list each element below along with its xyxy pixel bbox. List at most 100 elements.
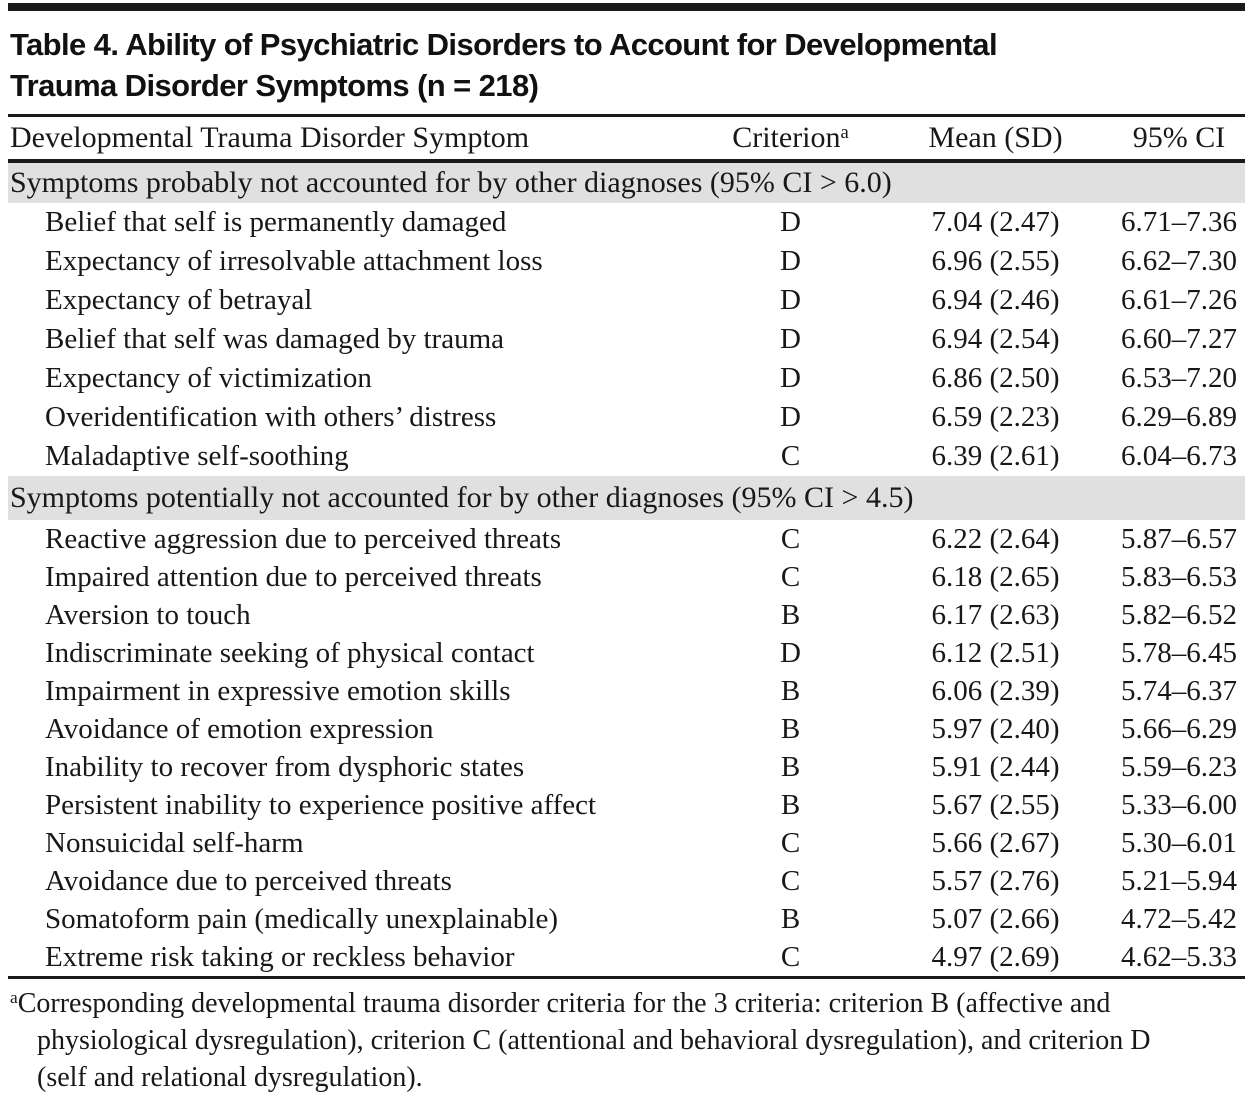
column-header-row: Developmental Trauma Disorder Symptom Cr… <box>8 117 1245 159</box>
rule-below-title <box>8 114 1245 117</box>
table-row: Overidentification with others’ distress… <box>8 398 1245 437</box>
symptom-cell: Indiscriminate seeking of physical conta… <box>45 636 535 669</box>
criterion-cell: C <box>780 522 801 555</box>
column-header-criterion: Criteriona <box>703 121 878 155</box>
mean-sd-cell: 6.12 (2.51) <box>931 636 1060 669</box>
section-header-probably: Symptoms probably not accounted for by o… <box>8 163 1245 203</box>
criterion-cell: B <box>780 788 801 821</box>
criterion-cell: D <box>780 362 801 394</box>
mean-sd-cell: 6.59 (2.23) <box>931 401 1060 433</box>
table-title: Table 4. Ability of Psychiatric Disorder… <box>10 24 1245 106</box>
symptom-cell: Extreme risk taking or reckless behavior <box>45 940 515 973</box>
criterion-cell: C <box>780 560 801 593</box>
mean-sd-cell: 6.22 (2.64) <box>931 522 1060 555</box>
table-row: Expectancy of victimization D 6.86 (2.50… <box>8 359 1245 398</box>
symptom-cell: Avoidance due to perceived threats <box>45 864 452 897</box>
table-row: Somatoform pain (medically unexplainable… <box>8 900 1245 938</box>
rule-above-footnote <box>8 976 1245 979</box>
mean-sd-cell: 6.06 (2.39) <box>931 674 1060 707</box>
ci-cell: 6.62–7.30 <box>1121 245 1237 277</box>
symptom-cell: Aversion to touch <box>45 598 251 631</box>
ci-cell: 5.21–5.94 <box>1121 864 1237 897</box>
symptom-cell: Nonsuicidal self-harm <box>45 826 304 859</box>
mean-sd-cell: 6.94 (2.46) <box>931 284 1060 316</box>
mean-sd-cell: 6.39 (2.61) <box>931 440 1060 472</box>
symptom-cell: Expectancy of victimization <box>45 362 372 394</box>
table-row: Aversion to touch B 6.17 (2.63) 5.82–6.5… <box>8 596 1245 634</box>
criterion-cell: C <box>780 440 801 472</box>
criterion-footnote-marker: a <box>840 122 849 143</box>
ci-cell: 5.78–6.45 <box>1121 636 1237 669</box>
ci-cell: 5.82–6.52 <box>1121 598 1237 631</box>
table-row: Maladaptive self-soothing C 6.39 (2.61) … <box>8 437 1245 476</box>
mean-sd-cell: 6.18 (2.65) <box>931 560 1060 593</box>
column-header-symptom: Developmental Trauma Disorder Symptom <box>10 121 530 154</box>
footnote-marker: a <box>10 988 18 1007</box>
mean-sd-cell: 4.97 (2.69) <box>931 940 1060 973</box>
rule-below-header <box>8 159 1245 163</box>
criterion-cell: D <box>780 206 801 238</box>
criterion-cell: B <box>780 598 801 631</box>
section-probably-rows: Belief that self is permanently damaged … <box>8 203 1245 476</box>
top-rule <box>8 3 1245 11</box>
symptom-cell: Impairment in expressive emotion skills <box>45 674 511 707</box>
column-header-ci: 95% CI <box>1132 121 1226 154</box>
table-row: Impairment in expressive emotion skills … <box>8 672 1245 710</box>
criterion-cell: D <box>780 401 801 433</box>
criterion-cell: C <box>780 826 801 859</box>
criterion-cell: B <box>780 674 801 707</box>
table-row: Indiscriminate seeking of physical conta… <box>8 634 1245 672</box>
symptom-cell: Inability to recover from dysphoric stat… <box>45 750 525 783</box>
ci-cell: 5.30–6.01 <box>1121 826 1237 859</box>
table-row: Impaired attention due to perceived thre… <box>8 558 1245 596</box>
mean-sd-cell: 7.04 (2.47) <box>931 206 1060 238</box>
mean-sd-cell: 5.57 (2.76) <box>931 864 1060 897</box>
symptom-cell: Avoidance of emotion expression <box>45 712 434 745</box>
table-title-line2: Trauma Disorder Symptoms (n = 218) <box>10 68 539 103</box>
mean-sd-cell: 6.96 (2.55) <box>931 245 1060 277</box>
ci-cell: 6.61–7.26 <box>1121 284 1237 316</box>
criterion-cell: D <box>780 636 801 669</box>
column-header-mean-sd: Mean (SD) <box>928 121 1063 154</box>
table-row: Expectancy of irresolvable attachment lo… <box>8 242 1245 281</box>
section-header-potentially: Symptoms potentially not accounted for b… <box>8 476 1245 520</box>
mean-sd-cell: 6.94 (2.54) <box>931 323 1060 355</box>
ci-cell: 6.60–7.27 <box>1121 323 1237 355</box>
criterion-cell: B <box>780 902 801 935</box>
symptom-cell: Belief that self is permanently damaged <box>45 206 507 238</box>
mean-sd-cell: 5.66 (2.67) <box>931 826 1060 859</box>
criterion-cell: D <box>780 323 801 355</box>
criterion-header-label: Criterion <box>732 121 841 154</box>
mean-sd-cell: 6.17 (2.63) <box>931 598 1060 631</box>
symptom-cell: Belief that self was damaged by trauma <box>45 323 505 355</box>
ci-cell: 6.53–7.20 <box>1121 362 1237 394</box>
table-row: Avoidance of emotion expression B 5.97 (… <box>8 710 1245 748</box>
ci-cell: 5.59–6.23 <box>1121 750 1237 783</box>
table-footnote: aCorresponding developmental trauma diso… <box>8 979 1168 1100</box>
criterion-cell: D <box>780 284 801 316</box>
ci-cell: 4.62–5.33 <box>1121 940 1237 973</box>
ci-cell: 6.04–6.73 <box>1121 440 1237 472</box>
symptom-cell: Impaired attention due to perceived thre… <box>45 560 542 593</box>
ci-cell: 5.83–6.53 <box>1121 560 1237 593</box>
ci-cell: 5.87–6.57 <box>1121 522 1237 555</box>
symptom-cell: Overidentification with others’ distress <box>45 401 497 433</box>
table-row: Reactive aggression due to perceived thr… <box>8 520 1245 558</box>
symptom-cell: Somatoform pain (medically unexplainable… <box>45 902 558 935</box>
table-row: Inability to recover from dysphoric stat… <box>8 748 1245 786</box>
ci-cell: 6.71–7.36 <box>1121 206 1237 238</box>
table-row: Belief that self is permanently damaged … <box>8 203 1245 242</box>
table-row: Extreme risk taking or reckless behavior… <box>8 938 1245 976</box>
table-row: Expectancy of betrayal D 6.94 (2.46) 6.6… <box>8 281 1245 320</box>
mean-sd-cell: 5.91 (2.44) <box>931 750 1060 783</box>
ci-cell: 5.74–6.37 <box>1121 674 1237 707</box>
ci-cell: 4.72–5.42 <box>1121 902 1237 935</box>
mean-sd-cell: 5.07 (2.66) <box>931 902 1060 935</box>
table-row: Avoidance due to perceived threats C 5.5… <box>8 862 1245 900</box>
table-row: Persistent inability to experience posit… <box>8 786 1245 824</box>
table-page: Table 4. Ability of Psychiatric Disorder… <box>0 3 1256 1100</box>
criterion-cell: D <box>780 245 801 277</box>
symptom-cell: Maladaptive self-soothing <box>45 440 349 472</box>
mean-sd-cell: 6.86 (2.50) <box>931 362 1060 394</box>
table-row: Nonsuicidal self-harm C 5.66 (2.67) 5.30… <box>8 824 1245 862</box>
